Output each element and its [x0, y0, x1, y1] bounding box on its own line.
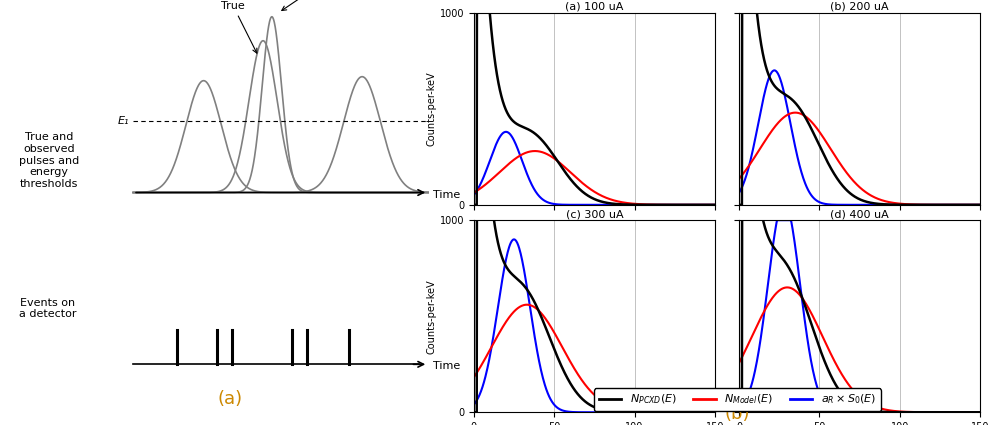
Text: (a): (a)	[218, 390, 243, 408]
Text: Time: Time	[433, 361, 459, 371]
Text: E₁: E₁	[117, 116, 129, 126]
Y-axis label: Counts-per-keV: Counts-per-keV	[427, 279, 437, 354]
Title: (a) 100 uA: (a) 100 uA	[565, 2, 624, 12]
Text: True: True	[221, 1, 256, 53]
Title: (b) 200 uA: (b) 200 uA	[831, 2, 889, 12]
Title: (d) 400 uA: (d) 400 uA	[831, 210, 889, 219]
Text: Time: Time	[433, 190, 459, 199]
Text: True and
observed
pulses and
energy
thresholds: True and observed pulses and energy thre…	[19, 132, 79, 189]
Legend: $N_{PCXD}(E)$, $N_{Model}(E)$, $a_R \times S_0(E)$: $N_{PCXD}(E)$, $N_{Model}(E)$, $a_R \tim…	[594, 388, 881, 411]
Text: Observed: Observed	[282, 0, 363, 11]
Title: (c) 300 uA: (c) 300 uA	[565, 210, 623, 219]
Text: (b): (b)	[725, 405, 750, 423]
Text: Events on
a detector: Events on a detector	[19, 298, 76, 319]
Y-axis label: Counts-per-keV: Counts-per-keV	[427, 71, 437, 146]
